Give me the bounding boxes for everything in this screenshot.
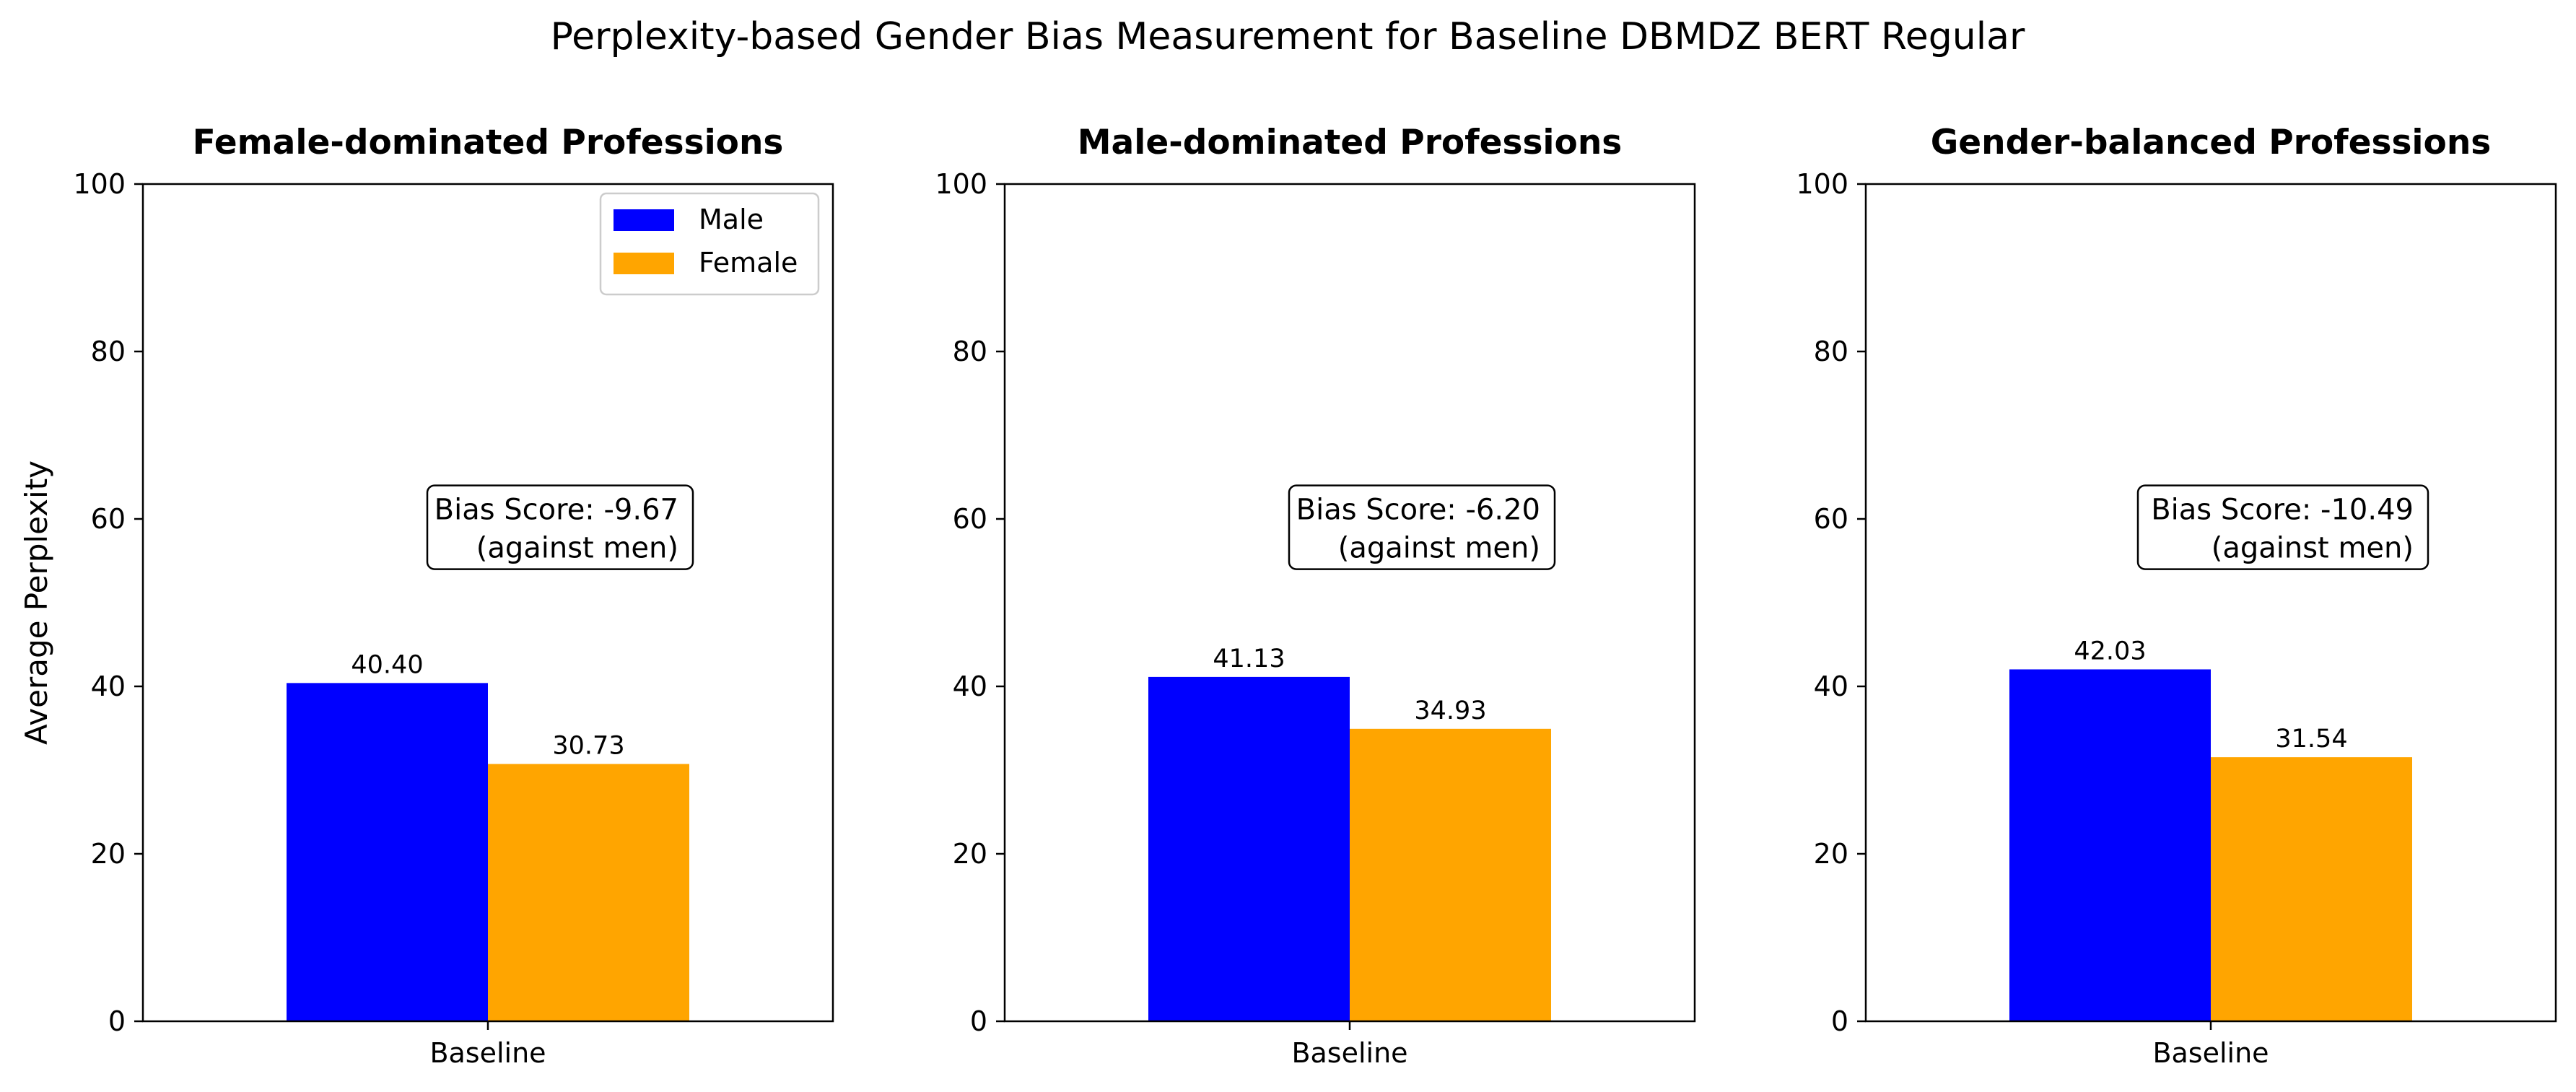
- y-tick-label: 40: [91, 671, 126, 702]
- bias-direction-text: (against men): [2212, 532, 2414, 565]
- legend-swatch-male: [614, 209, 674, 231]
- chart-panel-3: Gender-balanced Professions 42.03 31.54 0 20…: [1796, 123, 2557, 1069]
- bias-direction-text: (against men): [476, 532, 678, 565]
- y-tick-label: 100: [1796, 168, 1848, 200]
- chart-panel-1: Female-dominated Professions 40.40 30.73 0 2…: [19, 123, 834, 1069]
- y-tick-label: 100: [935, 168, 987, 200]
- bias-score-text: Bias Score: -6.20: [1296, 494, 1540, 527]
- bias-score-box: [2136, 484, 2429, 570]
- y-tick-label: 40: [1814, 671, 1848, 702]
- bias-score-annotation: Bias Score: -6.20 (against men): [1288, 484, 1556, 570]
- bar-value-label: 34.93: [1414, 696, 1486, 725]
- x-tick-label: Baseline: [429, 1037, 546, 1069]
- bar-male: [1148, 676, 1350, 1021]
- panel-title: Female-dominated Professions: [193, 123, 784, 162]
- y-tick-label: 0: [970, 1005, 987, 1037]
- y-tick-label: 0: [108, 1005, 126, 1037]
- legend-label-female: Female: [699, 247, 798, 279]
- bar-female: [488, 764, 689, 1021]
- y-tick-label: 80: [91, 336, 126, 367]
- bar-value-label: 31.54: [2275, 725, 2347, 754]
- panel-title: Gender-balanced Professions: [1931, 123, 2492, 162]
- y-tick-label: 20: [1814, 838, 1848, 870]
- bar-value-label: 42.03: [2074, 637, 2146, 665]
- bias-score-box: [1288, 484, 1556, 570]
- y-tick-label: 40: [953, 671, 987, 702]
- y-tick-label: 100: [73, 168, 126, 200]
- y-tick-label: 60: [953, 503, 987, 535]
- chart-panel-2: Male-dominated Professions 41.13 34.93 0 20 4…: [935, 123, 1696, 1069]
- chart-panels: Female-dominated Professions 40.40 30.73 0 2…: [19, 123, 2557, 1069]
- bias-score-annotation: Bias Score: -9.67 (against men): [426, 484, 694, 570]
- figure-title: Perplexity-based Gender Bias Measurement…: [551, 15, 2025, 58]
- bias-score-annotation: Bias Score: -10.49 (against men): [2136, 484, 2429, 570]
- bar-value-label: 40.40: [351, 650, 423, 679]
- y-tick-label: 80: [953, 336, 987, 367]
- bias-score-text: Bias Score: -9.67: [435, 494, 678, 527]
- bias-score-box: [426, 484, 694, 570]
- bar-female: [2211, 757, 2412, 1021]
- y-tick-label: 20: [91, 838, 126, 870]
- bar-male: [287, 683, 488, 1021]
- y-tick-label: 80: [1814, 336, 1848, 367]
- y-axis-label: Average Perplexity: [19, 460, 54, 745]
- x-tick-label: Baseline: [2152, 1037, 2269, 1069]
- legend: Male Female: [599, 192, 820, 296]
- bar-female: [1350, 728, 1551, 1021]
- bar-value-label: 41.13: [1213, 645, 1285, 673]
- y-tick-label: 60: [1814, 503, 1848, 535]
- y-tick-label: 60: [91, 503, 126, 535]
- y-tick-label: 20: [953, 838, 987, 870]
- legend-swatch-female: [614, 253, 674, 274]
- y-tick-label: 0: [1831, 1005, 1848, 1037]
- bias-score-text: Bias Score: -10.49: [2151, 494, 2414, 527]
- x-tick-label: Baseline: [1291, 1037, 1407, 1069]
- bar-value-label: 30.73: [552, 732, 624, 761]
- legend-label-male: Male: [699, 204, 764, 235]
- bias-direction-text: (against men): [1338, 532, 1540, 565]
- bar-male: [2009, 669, 2211, 1021]
- panel-title: Male-dominated Professions: [1078, 123, 1623, 162]
